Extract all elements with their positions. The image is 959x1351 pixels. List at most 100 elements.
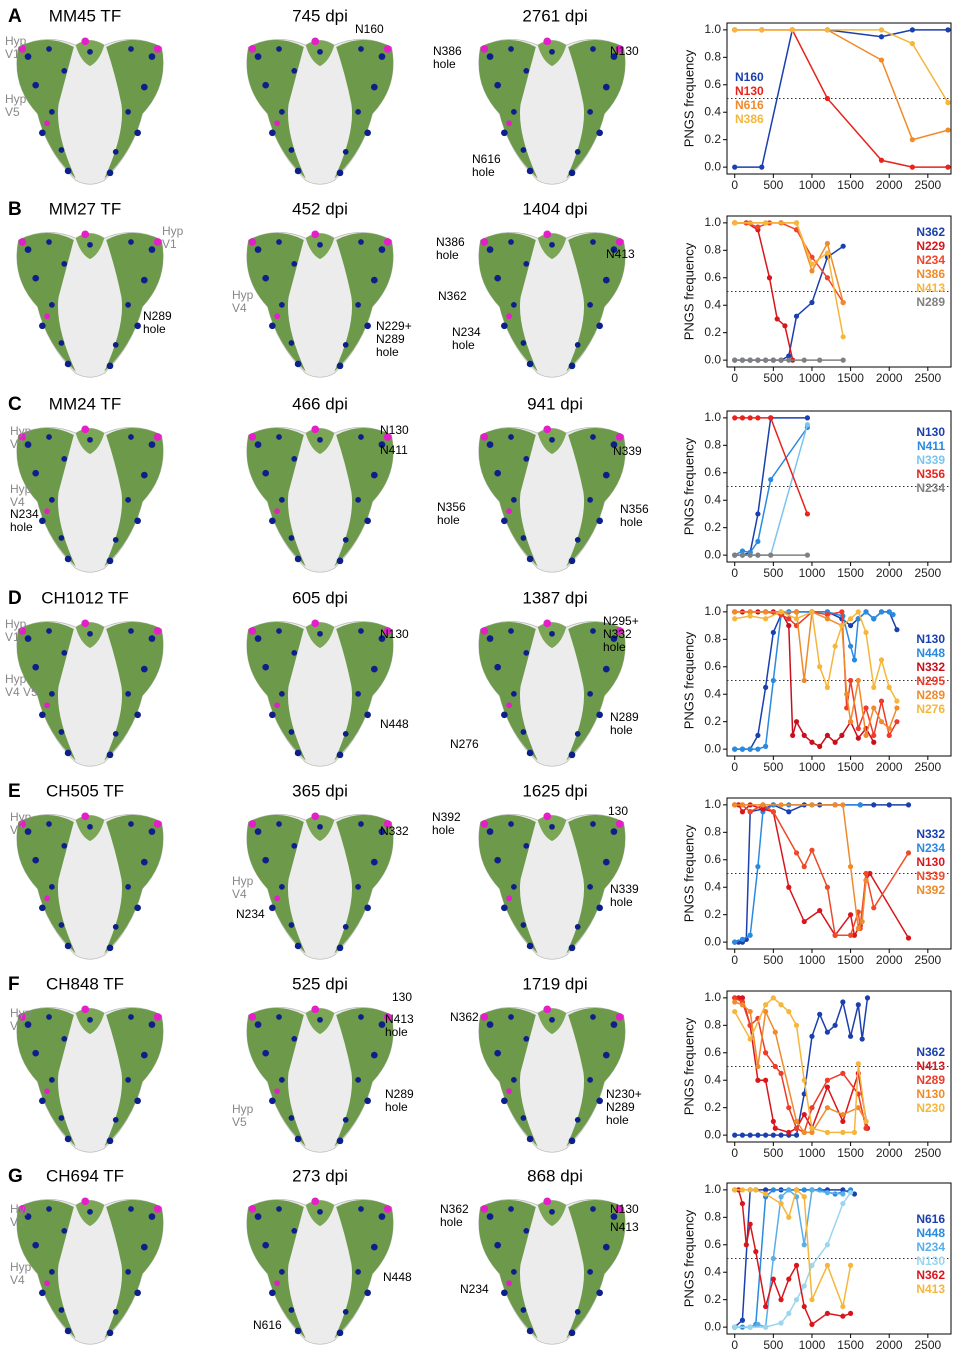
annotation: hole [452,338,475,352]
data-point [886,732,892,739]
structure-title: 466 dpi [292,394,348,413]
data-point [747,1036,753,1042]
series-line [734,222,844,337]
data-point [732,939,738,945]
data-point [763,609,769,615]
data-point [878,57,885,63]
annotation: N234 [452,325,481,339]
data-point [763,357,769,363]
x-tick-label: 2000 [876,1146,903,1160]
data-point [732,999,738,1005]
data-point [824,616,831,622]
panel-label: A [8,6,22,27]
panel-label: G [8,1166,23,1187]
protein-structure [478,37,626,185]
data-point [763,684,769,690]
x-tick-label: 500 [763,760,783,774]
y-axis-label: PNGS frequency [681,1209,696,1307]
legend-entry: N130 [916,855,945,869]
data-point [890,612,896,618]
legend-entry: N289 [916,1073,945,1087]
data-point [824,612,831,618]
structure-title: MM45 TF [49,6,121,25]
data-point [817,743,823,749]
annotation: V4 V5 [5,685,38,699]
data-point [763,220,769,226]
data-point [801,1129,807,1135]
x-tick-label: 500 [763,953,783,967]
y-tick-label: 1.0 [704,797,721,811]
data-point [760,806,766,812]
data-point [732,415,738,421]
data-point [763,1077,769,1083]
data-point [755,415,761,421]
x-tick-label: 2500 [914,953,941,967]
data-point [878,657,885,663]
data-point [809,1105,815,1111]
data-point [840,999,846,1005]
data-point [809,1125,815,1131]
data-point [793,609,800,615]
y-tick-label: 0.4 [704,297,721,311]
annotation: Hyp [232,288,254,302]
data-point [770,1276,776,1282]
y-tick-label: 0.8 [704,437,721,451]
data-point [747,552,753,558]
x-tick-label: 500 [763,566,783,580]
annotation: hole [143,322,166,336]
data-point [793,1118,800,1125]
data-point [747,1132,753,1138]
data-point [770,629,776,636]
data-point [763,1303,769,1310]
data-point [755,746,761,752]
y-tick-label: 0.4 [704,1072,721,1086]
data-point [778,1200,784,1207]
data-point [840,1200,846,1207]
protein-structure [16,425,164,573]
data-point [778,1320,784,1326]
data-point [739,1002,746,1008]
data-point [824,1105,831,1111]
structure-title: 525 dpi [292,974,348,993]
data-point [732,1008,738,1015]
y-tick-label: 0.2 [704,714,721,728]
annotation: Hyp [10,1260,32,1274]
y-tick-label: 0.6 [704,270,721,284]
data-point [793,616,800,622]
annotation: V4 [232,301,247,315]
data-point [801,357,807,363]
series-line [734,804,867,931]
panel-label: C [8,394,22,415]
data-point [824,1084,831,1090]
y-tick-label: 0.2 [704,325,721,339]
data-point [801,1194,807,1200]
annotation: N362 [440,1202,469,1216]
data-point [809,268,815,274]
data-point [755,552,761,558]
data-point [809,261,815,267]
data-point [871,684,877,690]
structure-title: 273 dpi [292,1166,348,1185]
data-point [770,1118,776,1125]
legend-entry: N448 [916,646,945,660]
y-tick-label: 0.6 [704,852,721,866]
structure-title: 1387 dpi [522,588,587,607]
data-point [847,1310,854,1317]
data-point [793,1297,800,1303]
data-point [732,1187,738,1193]
structure-title: 868 dpi [527,1166,583,1185]
structure-title: 2761 dpi [522,6,587,25]
data-point [804,422,811,428]
y-tick-label: 0.6 [704,77,721,91]
y-tick-label: 0.6 [704,659,721,673]
protein-structure [478,425,626,573]
data-point [772,1029,778,1035]
series-line [734,1188,843,1329]
panel-label: E [8,781,21,802]
data-point [755,864,761,870]
x-tick-label: 2000 [876,371,903,385]
data-point [840,1191,846,1197]
y-tick-label: 1.0 [704,990,721,1004]
annotation: hole [385,1025,408,1039]
annotation: hole [610,895,633,909]
